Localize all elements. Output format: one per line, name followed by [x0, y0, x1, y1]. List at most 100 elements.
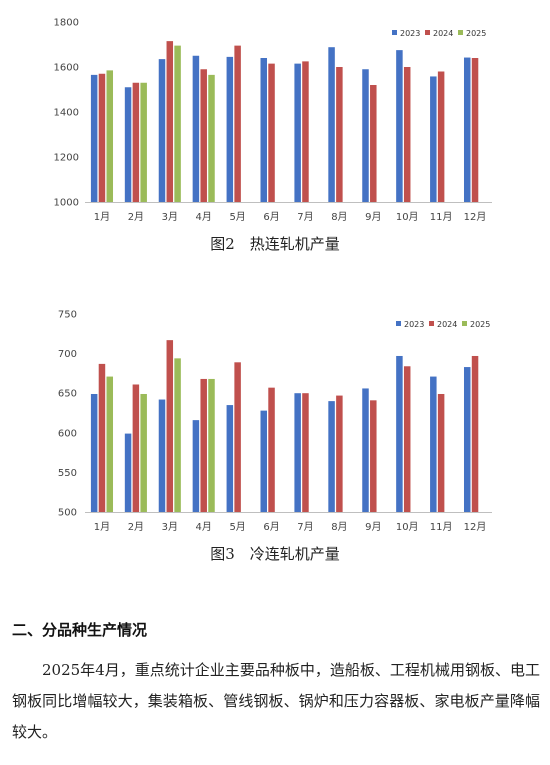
legend-label-2024: 2024 — [433, 29, 453, 38]
bar-2024-10 — [403, 67, 411, 202]
bar-2024-3 — [166, 340, 174, 512]
bar-2024-1 — [98, 73, 106, 202]
x-tick-label: 8月 — [331, 521, 347, 533]
bar-2023-5 — [226, 405, 234, 512]
legend-swatch-2025 — [462, 321, 467, 326]
bar-2024-5 — [234, 45, 241, 202]
x-tick-label: 10月 — [396, 521, 419, 533]
x-tick-label: 11月 — [430, 521, 453, 533]
legend-swatch-2023 — [392, 30, 397, 35]
bar-2023-4 — [192, 420, 200, 512]
x-tick-label: 6月 — [263, 211, 279, 223]
figure-2-caption: 图2 热连轧机产量 — [210, 235, 340, 253]
x-tick-label: 5月 — [229, 521, 245, 533]
bar-2023-8 — [328, 47, 335, 203]
y-tick-label: 1000 — [54, 198, 79, 209]
legend-label-2023: 2023 — [404, 320, 424, 329]
y-tick-label: 750 — [58, 310, 77, 321]
x-tick-label: 4月 — [196, 211, 212, 223]
bar-2023-2 — [124, 87, 132, 202]
bar-2024-12 — [471, 58, 479, 202]
y-tick-label: 700 — [58, 349, 77, 360]
x-tick-label: 2月 — [128, 521, 144, 533]
y-tick-label: 1800 — [54, 18, 79, 29]
x-tick-label: 9月 — [365, 521, 381, 533]
x-tick-label: 7月 — [297, 211, 313, 223]
x-tick-label: 11月 — [430, 211, 453, 223]
bar-2024-11 — [437, 393, 445, 512]
bar-2025-2 — [140, 82, 147, 202]
y-tick-label: 550 — [58, 468, 77, 479]
x-tick-label: 12月 — [464, 211, 487, 223]
bar-2024-5 — [234, 362, 241, 512]
y-tick-label: 600 — [58, 428, 77, 439]
legend-label-2025: 2025 — [466, 29, 486, 38]
y-tick-label: 500 — [58, 508, 77, 519]
bar-2023-11 — [430, 376, 437, 512]
bar-2023-2 — [124, 433, 132, 512]
bar-2023-7 — [294, 63, 301, 202]
bar-2024-6 — [268, 63, 275, 202]
figure-3-caption: 图3 冷连轧机产量 — [210, 545, 340, 563]
x-tick-label: 10月 — [396, 211, 419, 223]
bar-2023-12 — [463, 367, 471, 512]
x-tick-label: 2月 — [128, 211, 144, 223]
legend-swatch-2023 — [396, 321, 401, 326]
bar-2024-1 — [98, 363, 106, 512]
bar-2024-9 — [370, 85, 377, 202]
bar-2023-8 — [328, 401, 335, 512]
bar-2023-4 — [192, 55, 200, 202]
bar-2023-12 — [463, 57, 471, 202]
bar-2024-2 — [132, 384, 140, 512]
x-tick-label: 9月 — [365, 211, 381, 223]
legend-swatch-2025 — [458, 30, 463, 35]
bar-2024-8 — [336, 67, 343, 202]
bar-2023-10 — [396, 355, 403, 512]
legend-swatch-2024 — [425, 30, 430, 35]
bar-2025-1 — [106, 70, 114, 202]
bar-2023-3 — [158, 399, 166, 512]
bar-2023-7 — [294, 393, 301, 512]
y-tick-label: 1200 — [54, 153, 79, 164]
bar-2023-3 — [158, 59, 166, 202]
bar-2023-9 — [362, 388, 369, 512]
bar-2024-9 — [370, 400, 377, 512]
section-paragraph: 2025年4月，重点统计企业主要品种板中，造船板、工程机械用钢板、电工钢板同比增… — [12, 661, 540, 741]
cold-rolling-output-chart: 500 550 600 650 700 750 1月 2月 3月 4月 5月 6月 7月 8月 9月 10月 1… — [58, 310, 492, 533]
x-tick-label: 1月 — [94, 211, 110, 223]
x-tick-label: 12月 — [464, 521, 487, 533]
bar-2023-1 — [90, 393, 98, 512]
bar-2024-7 — [302, 393, 309, 512]
bar-2023-6 — [260, 58, 267, 202]
bar-2024-4 — [200, 378, 207, 512]
bar-2024-6 — [268, 387, 275, 512]
bar-2025-4 — [208, 378, 215, 512]
bar-2025-4 — [208, 74, 215, 202]
bar-2023-11 — [430, 76, 437, 202]
bar-2025-2 — [140, 393, 147, 512]
legend-label-2025: 2025 — [470, 320, 490, 329]
legend-swatch-2024 — [429, 321, 434, 326]
hot-rolling-output-chart: 1000 1200 1400 1600 1800 1月 2月 3月 4月 5月 6月 7月 8月 9月 10… — [54, 18, 492, 223]
bar-2025-1 — [106, 376, 114, 512]
bar-2023-1 — [90, 74, 98, 202]
legend-label-2024: 2024 — [437, 320, 457, 329]
bar-2024-3 — [166, 41, 174, 202]
bar-2024-7 — [302, 61, 309, 202]
section-heading: 二、分品种生产情况 — [12, 621, 148, 639]
bar-2023-6 — [260, 410, 267, 512]
x-tick-label: 7月 — [297, 521, 313, 533]
bar-2023-5 — [226, 56, 234, 202]
x-tick-label: 6月 — [263, 521, 279, 533]
x-tick-label: 8月 — [331, 211, 347, 223]
bar-2024-10 — [403, 366, 411, 512]
x-tick-label: 1月 — [94, 521, 110, 533]
bar-2025-3 — [174, 358, 181, 512]
bar-2025-3 — [174, 45, 181, 202]
bar-2024-12 — [471, 355, 479, 512]
bar-2024-2 — [132, 82, 140, 202]
y-tick-label: 1400 — [54, 108, 79, 119]
x-tick-label: 3月 — [162, 211, 178, 223]
bar-2024-11 — [437, 71, 445, 202]
bar-2024-4 — [200, 69, 207, 202]
